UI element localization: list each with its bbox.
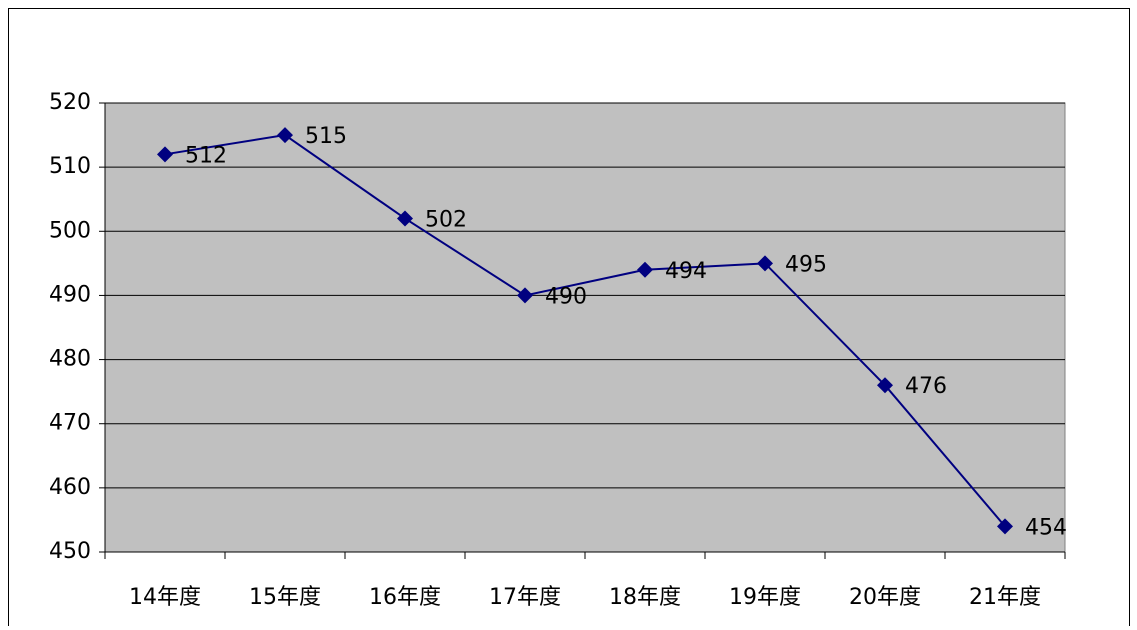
y-tick-label: 500 (49, 218, 91, 243)
marker (637, 261, 653, 278)
y-tick-label: 470 (49, 411, 91, 436)
x-tick-label: 14年度 (129, 585, 201, 610)
x-tick-label: 18年度 (609, 585, 681, 610)
data-label: 512 (185, 143, 227, 168)
data-label: 515 (305, 124, 347, 149)
marker (277, 127, 293, 144)
data-label: 502 (425, 207, 467, 232)
y-tick-label: 450 (49, 539, 91, 564)
y-tick-label: 490 (49, 282, 91, 307)
marker (877, 377, 893, 394)
plot-area (104, 102, 1066, 553)
data-label: 454 (1025, 515, 1067, 540)
marker (997, 518, 1013, 535)
y-tick-label: 510 (49, 154, 91, 179)
x-tick-label: 16年度 (369, 585, 441, 610)
y-tick-label: 520 (49, 90, 91, 115)
x-tick-label: 21年度 (969, 585, 1041, 610)
data-label: 490 (545, 284, 587, 309)
x-tick-label: 20年度 (849, 585, 921, 610)
marker (517, 287, 533, 304)
data-label: 495 (785, 252, 827, 277)
line (164, 134, 1006, 527)
marker (397, 210, 413, 227)
data-label: 494 (665, 259, 707, 284)
x-tick-label: 19年度 (729, 585, 801, 610)
marker (757, 255, 773, 272)
y-tick-label: 460 (49, 475, 91, 500)
data-label: 476 (905, 374, 947, 399)
x-tick-label: 17年度 (489, 585, 561, 610)
marker (157, 146, 173, 163)
x-tick-label: 15年度 (249, 585, 321, 610)
y-tick-label: 480 (49, 347, 91, 372)
